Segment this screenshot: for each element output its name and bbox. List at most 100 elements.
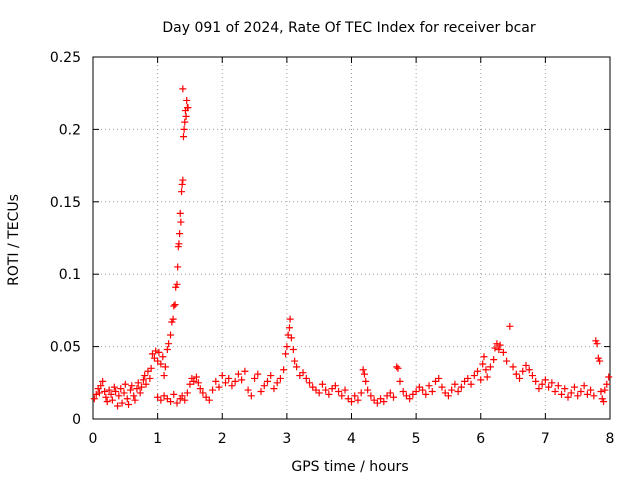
data-point [179, 85, 187, 93]
data-point [170, 390, 178, 398]
data-point [457, 383, 465, 391]
data-point [541, 376, 549, 384]
data-point [125, 401, 133, 409]
data-point [558, 390, 566, 398]
data-point [280, 366, 288, 374]
data-point [535, 385, 543, 393]
data-point [209, 386, 217, 394]
grid-lines [93, 57, 610, 419]
data-point [161, 363, 169, 371]
data-point [428, 387, 436, 395]
data-point [593, 340, 601, 348]
y-tick-label: 0.05 [50, 340, 81, 356]
data-point [380, 398, 388, 406]
data-point [444, 392, 452, 400]
data-point [289, 345, 297, 353]
data-point [257, 387, 265, 395]
data-point [516, 374, 524, 382]
data-point [95, 389, 103, 397]
data-point [165, 340, 173, 348]
x-axis-ticks: 0 1 2 3 4 5 6 7 8 [89, 57, 615, 447]
data-point [238, 376, 246, 384]
data-point [574, 392, 582, 400]
data-points [90, 85, 613, 410]
data-point [519, 367, 527, 375]
data-point [175, 240, 183, 248]
data-point [157, 396, 165, 404]
data-point [169, 315, 177, 323]
data-point [393, 363, 401, 371]
data-point [486, 363, 494, 371]
data-point [178, 180, 186, 188]
data-point [302, 374, 310, 382]
data-point [495, 345, 503, 353]
data-point [225, 374, 233, 382]
data-point [335, 387, 343, 395]
data-point [133, 385, 141, 393]
data-point [282, 350, 290, 358]
data-point [97, 382, 105, 390]
data-point [173, 399, 181, 407]
data-point [174, 263, 182, 271]
data-point [474, 367, 482, 375]
x-tick-label: 8 [606, 431, 615, 447]
data-point [128, 382, 136, 390]
data-point [146, 374, 154, 382]
data-point [196, 385, 204, 393]
data-point [580, 382, 588, 390]
data-point [270, 385, 278, 393]
data-point [108, 396, 116, 404]
x-tick-label: 0 [89, 431, 98, 447]
data-point [454, 387, 462, 395]
data-point [131, 396, 139, 404]
data-point [390, 393, 398, 401]
data-point [357, 389, 365, 397]
data-point [601, 386, 609, 394]
data-point [112, 387, 120, 395]
data-point [603, 380, 611, 388]
data-point [107, 390, 115, 398]
data-point [554, 382, 562, 390]
data-point [194, 379, 202, 387]
data-point [597, 387, 605, 395]
y-tick-label: 0 [72, 412, 81, 428]
data-point [354, 396, 362, 404]
data-point [545, 383, 553, 391]
data-point [181, 396, 189, 404]
x-tick-label: 4 [347, 431, 356, 447]
data-point [325, 390, 333, 398]
data-point [115, 392, 123, 400]
data-point [561, 385, 569, 393]
data-point [482, 366, 490, 374]
data-point [181, 118, 189, 126]
data-point [221, 379, 229, 387]
y-tick-label: 0.15 [50, 195, 81, 211]
data-point [199, 389, 207, 397]
data-point [315, 389, 323, 397]
data-point [360, 370, 368, 378]
y-tick-label: 0.25 [50, 50, 81, 66]
data-point [121, 380, 129, 388]
data-point [467, 380, 475, 388]
data-point [522, 361, 530, 369]
data-point [267, 372, 275, 380]
data-point [231, 377, 239, 385]
data-point [105, 386, 113, 394]
x-tick-label: 7 [541, 431, 550, 447]
x-tick-label: 1 [153, 431, 162, 447]
y-tick-label: 0.1 [59, 267, 81, 283]
data-point [479, 360, 487, 368]
data-point [205, 396, 213, 404]
data-point [147, 364, 155, 372]
data-point [141, 372, 149, 380]
data-point [159, 353, 167, 361]
data-point [359, 366, 367, 374]
data-point [101, 387, 109, 395]
data-point [438, 383, 446, 391]
data-point [451, 380, 459, 388]
data-point [596, 357, 604, 365]
data-point [171, 301, 179, 309]
data-point [587, 386, 595, 394]
data-point [367, 392, 375, 400]
